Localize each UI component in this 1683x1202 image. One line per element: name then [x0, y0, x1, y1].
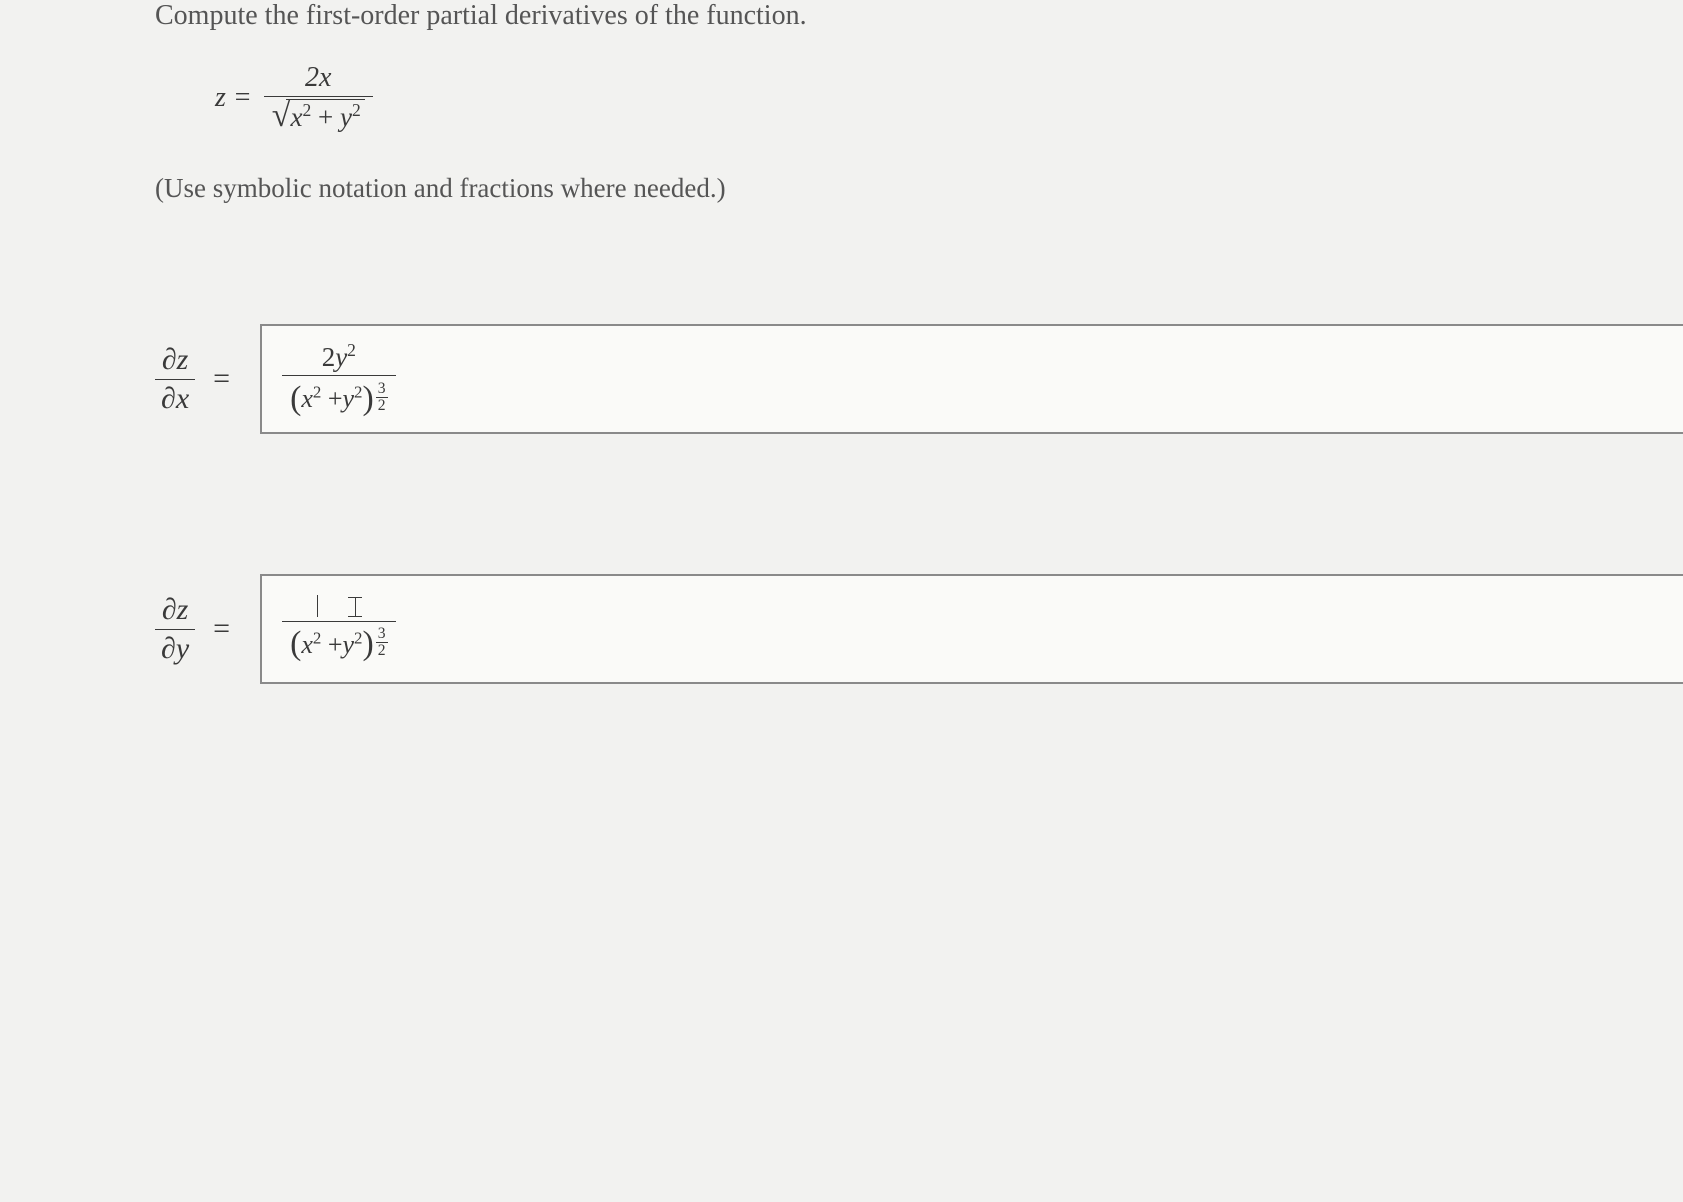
equals-2: =	[213, 612, 230, 646]
open-paren-2: (	[290, 625, 301, 662]
open-paren: (	[290, 380, 301, 417]
answer-input-dy[interactable]: (x2 +y2)32	[260, 574, 1683, 684]
cursor-right	[348, 597, 362, 617]
radicand-y-exp: 2	[352, 100, 361, 120]
answer1-fraction: 2y2 (x2 +y2)32	[282, 340, 396, 418]
outer-exp-1: 32	[376, 381, 388, 413]
den-plus-2: +	[321, 630, 342, 659]
answer2-num	[307, 595, 370, 621]
close-paren-2: )	[363, 625, 374, 662]
oen: 3	[376, 381, 388, 397]
radicand-x-exp: 2	[302, 100, 311, 120]
den-plus: +	[321, 384, 342, 413]
function-definition: z = 2x √ x2 + y2	[215, 62, 1683, 133]
function-lhs: z =	[215, 82, 252, 114]
equals-1: =	[213, 362, 230, 396]
den-x: x	[301, 384, 313, 413]
answer-row-dy: ∂z ∂y = (x2 +y2)32	[155, 574, 1683, 684]
numerator: 2x	[297, 62, 339, 96]
answer-input-dx[interactable]: 2y2 (x2 +y2)32	[260, 324, 1683, 434]
den-y: y	[343, 384, 355, 413]
radicand-x: x	[290, 102, 302, 132]
var: y	[335, 342, 347, 372]
prompt-text: Compute the first-order partial derivati…	[155, 0, 1683, 32]
dz-dx-num: ∂z	[156, 343, 195, 379]
den-x-2: x	[301, 630, 313, 659]
dz-dy-den: ∂y	[155, 629, 195, 666]
answer1-den: (x2 +y2)32	[282, 375, 396, 418]
dz-dy-num: ∂z	[156, 593, 195, 629]
radical-sign: √	[272, 101, 291, 131]
denominator: √ x2 + y2	[264, 96, 373, 133]
den-y-exp: 2	[354, 383, 362, 402]
den-y-exp-2: 2	[354, 628, 362, 647]
answer2-den: (x2 +y2)32	[282, 621, 396, 664]
hint-text: (Use symbolic notation and fractions whe…	[155, 173, 1683, 204]
exp: 2	[347, 340, 356, 360]
coef: 2	[322, 342, 336, 372]
oen2: 3	[376, 626, 388, 642]
answer2-fraction: (x2 +y2)32	[282, 595, 396, 664]
close-paren: )	[363, 380, 374, 417]
dz-dx-fraction: ∂z ∂x	[155, 343, 195, 416]
function-fraction: 2x √ x2 + y2	[264, 62, 373, 133]
plus: +	[311, 102, 340, 132]
outer-exp-2: 32	[376, 626, 388, 658]
cursor-left	[317, 595, 318, 617]
oed: 2	[376, 397, 388, 414]
radicand: x2 + y2	[286, 99, 364, 133]
dz-dx-label: ∂z ∂x =	[155, 343, 260, 416]
den-y-2: y	[343, 630, 355, 659]
answer1-num: 2y2	[314, 340, 364, 375]
oed2: 2	[376, 642, 388, 659]
dz-dx-den: ∂x	[155, 379, 195, 416]
answer-row-dx: ∂z ∂x = 2y2 (x2 +y2)32	[155, 324, 1683, 434]
sqrt: √ x2 + y2	[272, 99, 365, 133]
radicand-y: y	[340, 102, 352, 132]
dz-dy-label: ∂z ∂y =	[155, 593, 260, 666]
dz-dy-fraction: ∂z ∂y	[155, 593, 195, 666]
